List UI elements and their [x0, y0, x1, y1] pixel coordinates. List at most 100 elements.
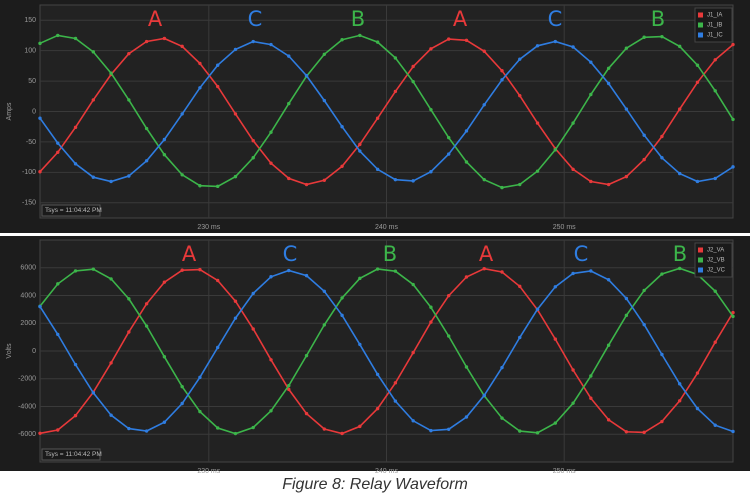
data-point: [411, 419, 415, 423]
data-point: [73, 162, 78, 166]
legend-label: J2_VA: [707, 248, 724, 254]
data-point: [464, 275, 469, 279]
data-point: [322, 98, 327, 103]
data-point: [180, 44, 184, 49]
data-point: [56, 428, 60, 432]
data-point: [109, 361, 113, 365]
phase-label: C: [248, 7, 263, 31]
data-point: [642, 322, 646, 327]
data-point: [464, 160, 469, 164]
data-point: [38, 431, 42, 435]
data-point: [446, 293, 451, 298]
data-point: [127, 297, 131, 301]
data-point: [180, 384, 184, 389]
data-point: [358, 424, 362, 429]
data-point: [198, 409, 202, 414]
data-point: [180, 268, 184, 272]
data-point: [73, 269, 78, 273]
data-point: [215, 63, 220, 67]
data-point: [731, 165, 735, 169]
data-point: [518, 57, 522, 61]
data-point: [660, 272, 664, 276]
x-tick-label: 230 ms: [197, 224, 220, 231]
data-point: [411, 64, 415, 69]
y-tick-label: 50: [28, 78, 36, 85]
timestamp-box: [41, 204, 101, 217]
data-point: [233, 112, 238, 116]
data-point: [642, 35, 646, 39]
data-point: [411, 350, 415, 355]
data-point: [322, 427, 327, 431]
data-point: [198, 375, 202, 380]
timestamp: Tsys = 11:04:42 PM: [45, 451, 102, 458]
data-point: [287, 383, 291, 388]
data-point: [144, 324, 149, 328]
data-point: [127, 330, 131, 334]
data-point: [624, 313, 629, 318]
data-point: [304, 411, 309, 416]
legend-swatch: [698, 32, 703, 38]
data-point: [375, 372, 380, 377]
data-point: [500, 270, 504, 274]
data-point: [198, 61, 202, 66]
data-point: [73, 125, 78, 130]
data-point: [375, 116, 380, 120]
data-point: [660, 419, 664, 424]
data-point: [500, 78, 504, 82]
data-point: [56, 150, 60, 154]
data-point: [215, 426, 220, 430]
data-point: [660, 34, 664, 39]
data-point: [56, 141, 60, 145]
data-point: [642, 157, 646, 162]
data-point: [624, 46, 629, 50]
data-point: [482, 177, 486, 182]
data-point: [695, 371, 700, 375]
data-point: [38, 304, 42, 309]
data-point: [446, 334, 451, 338]
data-point: [393, 177, 398, 182]
data-point: [535, 169, 540, 173]
data-point: [677, 44, 682, 49]
data-point: [162, 36, 167, 41]
data-point: [38, 116, 42, 120]
data-point: [446, 152, 451, 156]
data-point: [127, 51, 131, 56]
data-point: [624, 296, 629, 301]
data-point: [269, 130, 273, 134]
data-point: [375, 267, 380, 271]
data-point: [642, 288, 646, 293]
data-point: [429, 170, 433, 174]
phase-label: C: [574, 242, 589, 266]
data-point: [375, 406, 380, 411]
phase-label: A: [453, 7, 468, 31]
data-point: [446, 135, 451, 140]
data-point: [198, 86, 202, 90]
data-point: [731, 117, 735, 122]
data-point: [571, 167, 575, 172]
data-point: [109, 71, 113, 75]
legend-swatch: [698, 22, 703, 28]
data-point: [642, 133, 646, 137]
data-point: [251, 291, 255, 296]
data-point: [553, 39, 558, 44]
data-point: [393, 399, 398, 403]
data-point: [180, 112, 184, 116]
data-point: [144, 302, 149, 306]
y-tick-label: -150: [22, 200, 36, 207]
data-point: [304, 273, 309, 278]
y-tick-label: 100: [24, 47, 36, 54]
data-point: [518, 429, 522, 433]
phase-label: C: [283, 242, 298, 266]
data-point: [713, 89, 717, 93]
data-point: [589, 269, 593, 273]
data-point: [660, 156, 664, 160]
data-point: [660, 134, 664, 139]
data-point: [589, 92, 593, 97]
data-point: [393, 381, 398, 385]
data-point: [251, 425, 255, 430]
legend-swatch: [698, 247, 703, 253]
data-point: [144, 39, 149, 44]
data-point: [518, 284, 522, 289]
phase-label: B: [351, 7, 365, 31]
data-point: [251, 327, 255, 331]
